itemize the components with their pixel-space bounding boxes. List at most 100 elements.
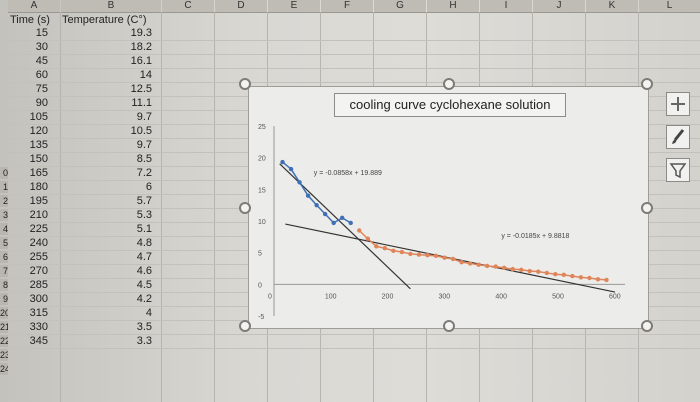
series-2-point [484, 263, 490, 269]
cell-temperature[interactable]: 4.7 [136, 251, 152, 263]
cell-temperature[interactable]: 9.7 [136, 111, 152, 123]
cell-temperature[interactable]: 6 [145, 181, 152, 193]
cell-temperature[interactable]: 18.2 [130, 41, 152, 53]
row-number[interactable]: 7 [0, 265, 8, 277]
cell-time[interactable]: 195 [29, 195, 48, 207]
series-2-point [544, 270, 549, 276]
series-1-segment [298, 181, 309, 197]
row-number[interactable]: 20 [0, 307, 8, 319]
series-1-point [314, 202, 319, 208]
cell-temperature[interactable]: 4 [145, 307, 152, 319]
row-number[interactable]: 6 [0, 251, 8, 263]
column-header-A[interactable]: A [8, 0, 60, 13]
cell-time[interactable]: 120 [29, 125, 48, 137]
resize-handle-bottom-left[interactable] [239, 320, 251, 332]
cell-time[interactable]: 315 [29, 307, 48, 319]
resize-handle-middle-right[interactable] [641, 202, 653, 214]
cell-temperature[interactable]: 10.5 [130, 125, 152, 137]
cell-time[interactable]: 345 [29, 335, 48, 347]
row-number[interactable]: 5 [0, 237, 8, 249]
column-header-K[interactable]: K [586, 0, 638, 13]
cell-time[interactable]: 135 [29, 139, 48, 151]
resize-handle-middle-left[interactable] [239, 202, 251, 214]
row-number[interactable]: 22 [0, 335, 8, 347]
cell-temperature[interactable]: 11.1 [131, 97, 152, 109]
column-header-B[interactable]: B [61, 0, 161, 13]
row-number[interactable]: 2 [0, 195, 8, 207]
chart-elements-button[interactable] [666, 92, 690, 116]
row-number[interactable]: 23 [0, 349, 8, 361]
chart-styles-button[interactable] [666, 125, 690, 149]
series-2-point [467, 261, 473, 266]
cell-temperature[interactable]: 5.3 [136, 209, 152, 221]
column-header-D[interactable]: D [215, 0, 267, 13]
cell-time[interactable]: 225 [29, 223, 48, 235]
column-header-E[interactable]: E [268, 0, 320, 13]
cell-temperature[interactable]: 12.5 [130, 83, 152, 95]
series-1-point [322, 211, 328, 217]
x-tick-label: 0 [268, 293, 272, 300]
resize-handle-bottom-right[interactable] [641, 320, 653, 332]
cell-time[interactable]: 30 [35, 41, 48, 53]
chart-filters-button[interactable] [666, 158, 690, 182]
series-2-point [459, 259, 464, 265]
cell-temperature[interactable]: 5.1 [136, 223, 152, 235]
column-header-F[interactable]: F [321, 0, 373, 13]
row-number[interactable]: 0 [0, 167, 8, 179]
scatter-plot: -5 0 5 10 15 20 25 0 100 200 300 400 500 600 y = -0.08… [258, 124, 625, 321]
cell-temperature-header[interactable]: Temperature (C°) [62, 14, 147, 26]
cell-temperature[interactable]: 19.3 [130, 27, 152, 39]
resize-handle-top-right[interactable] [641, 78, 653, 90]
cell-time[interactable]: 75 [35, 83, 48, 95]
cell-temperature[interactable]: 4.2 [136, 293, 152, 305]
cell-temperature[interactable]: 3.5 [136, 321, 152, 333]
cell-temperature[interactable]: 14 [139, 69, 152, 81]
column-header-C[interactable]: C [162, 0, 214, 13]
row-number[interactable]: 3 [0, 209, 8, 221]
cell-time[interactable]: 15 [35, 27, 48, 39]
row-number[interactable]: 4 [0, 223, 8, 235]
cell-time[interactable]: 285 [29, 279, 48, 291]
series-2-point [442, 255, 447, 260]
resize-handle-top-left[interactable] [239, 78, 251, 90]
column-header-G[interactable]: G [374, 0, 426, 13]
row-number[interactable]: 1 [0, 181, 8, 193]
chart-title[interactable]: cooling curve cyclohexane solution [334, 93, 566, 117]
cell-temperature[interactable]: 4.6 [136, 265, 152, 277]
cell-time[interactable]: 300 [29, 293, 48, 305]
cell-time[interactable]: 210 [29, 209, 48, 221]
cell-time[interactable]: 150 [29, 153, 48, 165]
cell-time-header[interactable]: Time (s) [10, 14, 50, 26]
row-number[interactable]: 9 [0, 293, 8, 305]
cell-temperature[interactable]: 7.2 [136, 167, 152, 179]
cell-temperature[interactable]: 5.7 [136, 195, 152, 207]
resize-handle-top-middle[interactable] [443, 78, 455, 90]
cell-temperature[interactable]: 8.5 [136, 153, 152, 165]
cell-time[interactable]: 45 [35, 55, 48, 67]
cell-temperature[interactable]: 4.8 [136, 237, 152, 249]
column-header-H[interactable]: H [427, 0, 479, 13]
chart-area[interactable] [248, 86, 649, 329]
series-2-point [357, 228, 362, 233]
cell-temperature[interactable]: 4.5 [136, 279, 152, 291]
row-number[interactable]: 24 [0, 363, 8, 375]
series-2-point [570, 273, 575, 279]
cell-time[interactable]: 270 [29, 265, 48, 277]
cell-temperature[interactable]: 3.3 [136, 335, 152, 347]
cell-time[interactable]: 240 [29, 237, 48, 249]
cell-time[interactable]: 90 [35, 97, 48, 109]
cell-time[interactable]: 180 [29, 181, 48, 193]
cell-time[interactable]: 165 [29, 167, 48, 179]
cell-time[interactable]: 60 [35, 69, 48, 81]
column-header-I[interactable]: I [480, 0, 532, 13]
column-header-L[interactable]: L [639, 0, 700, 13]
cell-temperature[interactable]: 16.1 [130, 55, 152, 67]
row-number[interactable]: 21 [0, 321, 8, 333]
cell-time[interactable]: 105 [29, 111, 48, 123]
cell-temperature[interactable]: 9.7 [136, 139, 152, 151]
column-header-J[interactable]: J [533, 0, 585, 13]
resize-handle-bottom-middle[interactable] [443, 320, 455, 332]
cell-time[interactable]: 330 [29, 321, 48, 333]
row-number[interactable]: 8 [0, 279, 8, 291]
cell-time[interactable]: 255 [29, 251, 48, 263]
